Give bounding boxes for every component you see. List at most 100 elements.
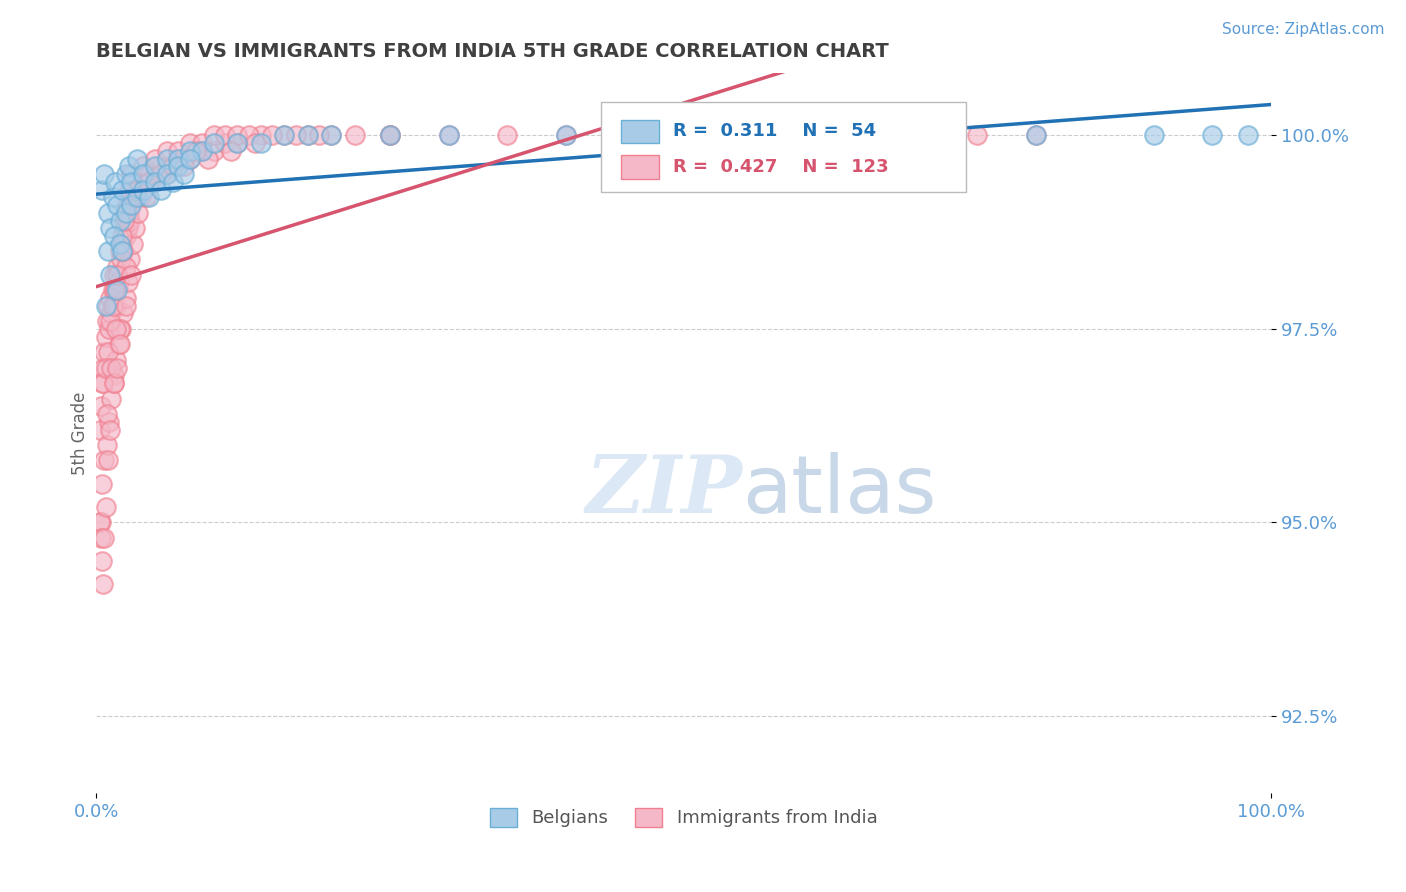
Point [108, 213, 131, 227]
Point [321, 128, 343, 143]
Point [273, 128, 295, 143]
Point [135, 190, 157, 204]
Point [167, 144, 190, 158]
Point [378, 128, 401, 143]
Point [156, 167, 179, 181]
Point [98, 423, 121, 437]
Point [108, 244, 131, 259]
Point [907, 128, 929, 143]
Point [103, 229, 125, 244]
Point [167, 152, 190, 166]
Point [149, 167, 172, 181]
Point [105, 322, 128, 336]
Point [111, 236, 134, 251]
Point [120, 252, 142, 267]
Point [93, 167, 115, 181]
Point [308, 128, 330, 143]
Point [202, 144, 225, 158]
Point [124, 221, 146, 235]
Point [118, 159, 141, 173]
Point [907, 128, 929, 143]
Point [1201, 128, 1223, 143]
Point [117, 221, 139, 235]
Point [98, 291, 121, 305]
Point [114, 299, 136, 313]
Point [105, 299, 128, 313]
Point [90, 516, 112, 530]
Point [156, 159, 179, 173]
Point [149, 167, 172, 181]
Point [91, 376, 114, 390]
Text: BELGIAN VS IMMIGRANTS FROM INDIA 5TH GRADE CORRELATION CHART: BELGIAN VS IMMIGRANTS FROM INDIA 5TH GRA… [96, 42, 889, 61]
Point [100, 392, 122, 406]
Point [143, 167, 166, 181]
Point [156, 167, 179, 181]
Point [120, 213, 142, 227]
Point [105, 360, 128, 375]
Point [89, 423, 111, 437]
Point [167, 152, 190, 166]
Point [103, 376, 125, 390]
Point [343, 128, 366, 143]
Point [98, 314, 121, 328]
Point [111, 182, 134, 196]
Point [849, 128, 872, 143]
Point [112, 221, 135, 235]
Point [297, 128, 319, 143]
Point [262, 128, 284, 143]
Point [132, 175, 155, 189]
Point [91, 554, 114, 568]
Point [191, 144, 214, 158]
Point [162, 175, 184, 189]
Point [138, 167, 160, 181]
Point [91, 182, 114, 196]
Point [91, 577, 114, 591]
Point [105, 352, 128, 367]
Point [378, 128, 401, 143]
Point [226, 136, 249, 150]
Point [96, 407, 118, 421]
Point [184, 144, 207, 158]
Point [191, 136, 214, 150]
Point [284, 128, 307, 143]
Point [90, 531, 112, 545]
Point [179, 152, 201, 166]
Point [107, 276, 129, 290]
FancyBboxPatch shape [621, 155, 659, 178]
Point [249, 136, 271, 150]
Point [94, 299, 117, 313]
Point [496, 128, 519, 143]
Point [173, 159, 195, 173]
Point [214, 136, 236, 150]
Point [98, 221, 121, 235]
Point [104, 283, 127, 297]
Point [191, 144, 214, 158]
Point [101, 190, 124, 204]
Point [91, 476, 114, 491]
Point [100, 306, 122, 320]
Point [132, 182, 155, 196]
Point [156, 144, 179, 158]
Point [297, 128, 319, 143]
Point [97, 453, 120, 467]
Point [114, 291, 136, 305]
Point [966, 128, 988, 143]
Point [118, 206, 141, 220]
Point [94, 329, 117, 343]
Point [790, 128, 813, 143]
Point [104, 283, 127, 297]
Y-axis label: 5th Grade: 5th Grade [72, 392, 89, 475]
Point [149, 159, 172, 173]
Point [105, 283, 128, 297]
Point [143, 159, 166, 173]
Point [115, 198, 138, 212]
Point [143, 152, 166, 166]
FancyBboxPatch shape [602, 103, 966, 192]
Point [437, 128, 460, 143]
Point [138, 175, 160, 189]
Text: Source: ZipAtlas.com: Source: ZipAtlas.com [1222, 22, 1385, 37]
Point [105, 198, 128, 212]
Point [93, 345, 115, 359]
Point [321, 128, 343, 143]
Point [149, 182, 172, 196]
